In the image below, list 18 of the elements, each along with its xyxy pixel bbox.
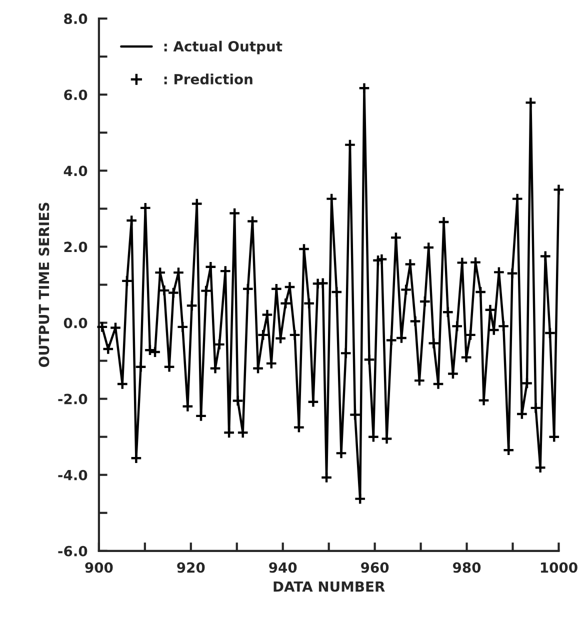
x-tick-label: 1000 [540,562,578,573]
y-axis-title: OUTPUT TIME SERIES [38,202,50,368]
legend-label: : Actual Output [164,40,282,54]
x-tick-label: 920 [177,562,205,573]
y-tick-label: 6.0 [64,90,88,100]
y-tick-label: 4.0 [64,166,88,176]
x-tick-label: 980 [452,562,481,573]
x-tick-label: 900 [85,562,113,573]
x-tick-label: 960 [361,562,389,573]
y-tick-label: 8.0 [64,14,88,24]
y-tick-label: -4.0 [58,470,88,480]
y-tick-label: 2.0 [64,242,88,252]
y-tick-label: -2.0 [58,394,88,404]
legend-label: : Prediction [164,74,252,84]
x-tick-label: 940 [269,562,297,573]
x-axis-title: DATA NUMBER [274,581,385,592]
y-tick-label: 0.0 [64,318,88,328]
y-tick-label: -6.0 [58,546,88,556]
